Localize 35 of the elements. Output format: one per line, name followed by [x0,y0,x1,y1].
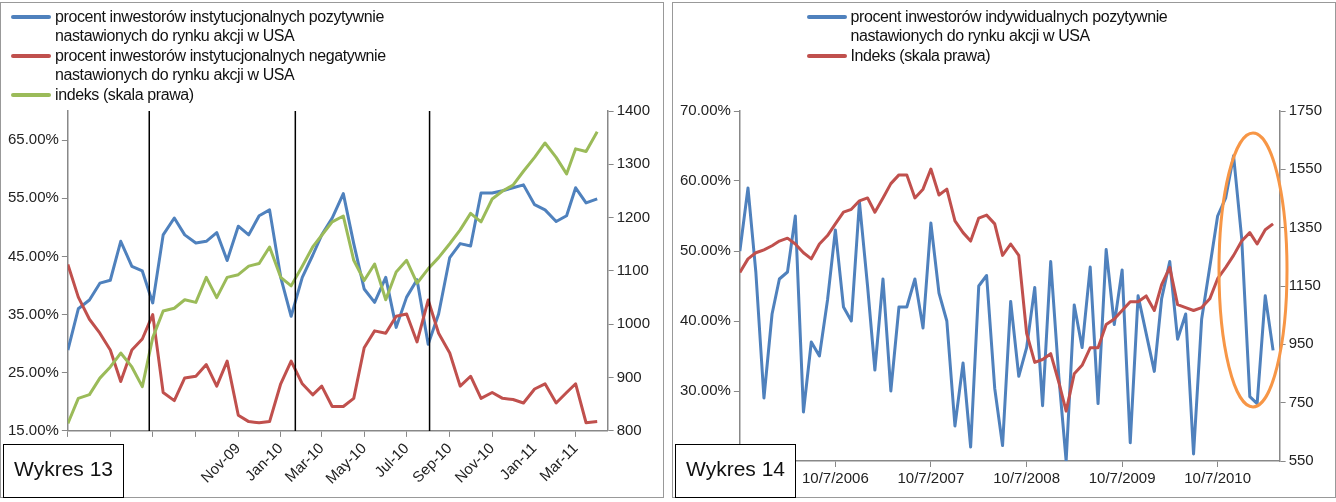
annotation: Wykres 14 [675,444,797,498]
x-tick-label: 10/7/2009 [1088,469,1156,487]
legend-label: Indeks (skala prawa) [850,46,991,65]
y-tick-label: 50.00% [680,241,731,259]
y-tick-label: 45.00% [8,246,59,264]
y-tick-label: 70.00% [680,101,731,119]
y2-tick-label: 1000 [616,314,651,332]
x-tick-label: 10/7/2007 [897,469,965,487]
y-tick-label: 15.00% [8,421,59,439]
y-tick-label: 60.00% [680,171,731,189]
y2-tick-label: 800 [616,421,642,439]
x-tick-label: 10/7/2008 [993,469,1060,487]
y2-tick-label: 1750 [1288,101,1323,119]
y2-tick-label: 750 [1288,392,1314,410]
y2-tick-label: 900 [616,367,642,385]
y-tick-label: 40.00% [680,311,731,329]
x-tick-label: 10/7/2010 [1184,469,1251,487]
y-tick-label: 30.00% [680,381,731,399]
text: Wykres 13 [3,444,125,498]
y-tick-label: 65.00% [8,130,59,148]
y2-tick-label: 550 [1288,451,1314,469]
y-tick-label: 55.00% [8,188,59,206]
y-tick-label: 35.00% [8,304,59,322]
legend-label: procent inwestorów indywidualnych pozytywnie nastawionych do rynku akcji w USA [850,7,1169,45]
y2-tick-label: 1550 [1288,159,1323,177]
y2-tick-label: 1200 [616,207,651,225]
y-tick-label: 25.00% [8,362,59,380]
y2-tick-label: 1100 [616,261,649,279]
y2-tick-label: 1300 [616,154,651,172]
y2-tick-label: 1400 [616,101,651,119]
y2-tick-label: 1350 [1288,217,1323,235]
y2-tick-label: 950 [1288,334,1314,352]
legend-label: indeks (skala prawa) [55,85,194,104]
x-tick-label: 10/7/2006 [802,469,869,487]
y2-tick-label: 1150 [1288,276,1321,294]
